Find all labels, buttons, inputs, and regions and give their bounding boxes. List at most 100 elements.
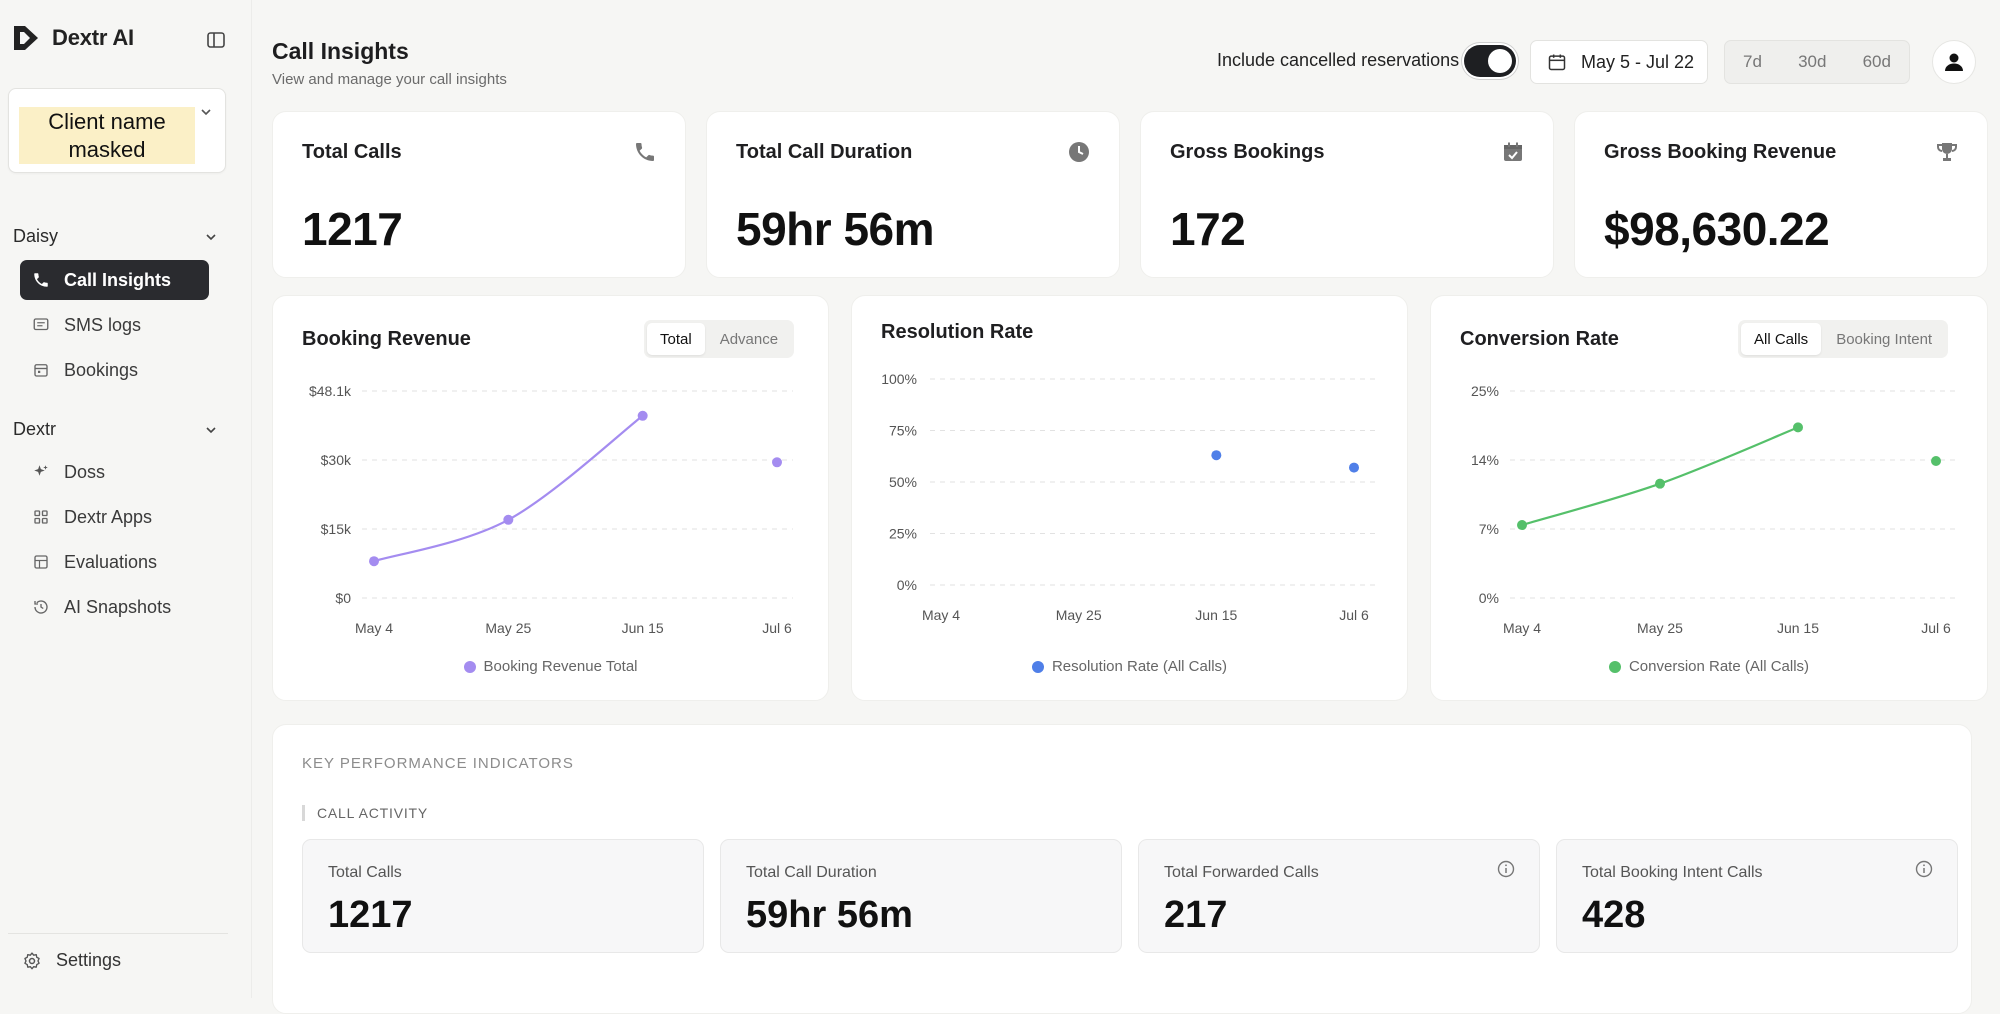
date-range-picker[interactable]: May 5 - Jul 22 (1530, 40, 1708, 84)
x-tick-label: May 25 (1637, 620, 1683, 636)
x-tick-label: Jul 6 (1339, 607, 1369, 623)
sidebar-item-dextr-apps[interactable]: Dextr Apps (20, 497, 209, 537)
sidebar-item-sms-logs[interactable]: SMS logs (20, 305, 209, 345)
info-icon[interactable] (1497, 860, 1515, 878)
y-tick-label: $0 (335, 590, 351, 606)
x-tick-label: May 25 (485, 620, 531, 636)
kpi-value: 59hr 56m (746, 894, 913, 936)
toggle-option-total[interactable]: Total (647, 323, 705, 355)
x-tick-label: May 25 (1056, 607, 1102, 623)
stat-title: Total Calls (302, 141, 402, 163)
data-point (1931, 455, 1941, 466)
kpi-card-total-calls: Total Calls 1217 (302, 839, 704, 953)
data-point (1349, 462, 1359, 473)
chart-title: Resolution Rate (881, 321, 1034, 343)
sidebar-item-doss[interactable]: Doss (20, 452, 209, 492)
range-7d[interactable]: 7d (1743, 52, 1762, 71)
toggle-option-booking-intent[interactable]: Booking Intent (1836, 330, 1933, 348)
toggle-option-advance[interactable]: Advance (719, 330, 779, 348)
sidebar: Dextr AI Client name masked Daisy Call I… (0, 0, 252, 998)
stat-card-total-call-duration: Total Call Duration 59hr 56m (706, 111, 1120, 278)
toggle-knob (1488, 49, 1512, 73)
sidebar-item-label: SMS logs (64, 314, 142, 335)
data-point (1793, 422, 1803, 433)
section-title: Daisy (13, 226, 59, 246)
y-tick-label: $48.1k (309, 383, 352, 399)
x-tick-label: Jul 6 (1921, 620, 1951, 636)
legend-swatch (1031, 660, 1044, 673)
stat-value: 172 (1170, 203, 1246, 255)
page-subtitle: View and manage your call insights (272, 71, 507, 88)
sidebar-item-label: Bookings (64, 359, 139, 380)
y-tick-label: $30k (321, 452, 352, 468)
x-tick-label: Jun 15 (1777, 620, 1819, 636)
client-name: Client name masked (19, 107, 195, 164)
sidebar-item-bookings[interactable]: Bookings (20, 350, 209, 390)
x-tick-label: Jul 6 (762, 620, 792, 636)
y-tick-label: 25% (1471, 383, 1499, 399)
stat-title: Gross Booking Revenue (1604, 141, 1837, 163)
chart-legend: Conversion Rate (All Calls) (1431, 658, 1987, 675)
user-avatar[interactable] (1932, 40, 1976, 84)
settings-label: Settings (56, 950, 122, 970)
client-selector[interactable]: Client name masked (8, 88, 226, 173)
data-point (1655, 478, 1665, 489)
settings-link[interactable]: Settings (22, 950, 121, 971)
sidebar-item-evaluations[interactable]: Evaluations (20, 542, 209, 582)
range-60d[interactable]: 60d (1862, 52, 1891, 71)
chart-title: Booking Revenue (302, 328, 471, 350)
data-point (1517, 520, 1527, 531)
x-tick-label: May 4 (922, 607, 960, 623)
legend-label: Resolution Rate (All Calls) (1051, 658, 1228, 675)
section-title: Dextr (13, 419, 57, 439)
stat-value: 59hr 56m (736, 203, 935, 255)
chart-title: Conversion Rate (1460, 328, 1619, 350)
divider (8, 933, 228, 934)
brand[interactable]: Dextr AI (12, 24, 134, 52)
legend-label: Conversion Rate (All Calls) (1628, 658, 1810, 675)
range-30d[interactable]: 30d (1798, 52, 1827, 71)
gear-icon (24, 951, 40, 969)
kpi-section-title: CALL ACTIVITY (302, 805, 428, 821)
kpi-card-total-call-duration: Total Call Duration 59hr 56m (720, 839, 1122, 953)
chart-card-booking-revenue: $0 $15k $30k $48.1k May 4 May 25 Jun 15 Jul 6 B… (272, 295, 829, 701)
chart-card-resolution-rate: 0% 25% 50% 75% 100% May 4 May 25 Jun 15 Jul 6 Re… (851, 295, 1408, 701)
sidebar-item-ai-snapshots[interactable]: AI Snapshots (20, 587, 209, 627)
toggle-option-all-calls[interactable]: All Calls (1741, 323, 1822, 355)
sidebar-toggle-icon[interactable] (206, 30, 226, 50)
x-tick-label: Jun 15 (1195, 607, 1237, 623)
stat-title: Gross Bookings (1170, 141, 1325, 163)
sidebar-item-label: Evaluations (64, 551, 158, 572)
info-icon[interactable] (1915, 860, 1933, 878)
sidebar-section-daisy[interactable]: Daisy (13, 226, 218, 247)
data-point (772, 457, 782, 468)
data-point (637, 410, 648, 421)
cancelled-toggle-label: Include cancelled reservations (1217, 50, 1460, 70)
series-line (1521, 426, 1799, 527)
y-tick-label: 14% (1471, 452, 1499, 468)
sidebar-item-call-insights[interactable]: Call Insights (20, 260, 209, 300)
legend-label: Booking Revenue Total (483, 658, 638, 675)
y-tick-label: 75% (889, 423, 917, 439)
kpi-value: 1217 (328, 894, 413, 936)
message-icon (33, 318, 49, 331)
page-title: Call Insights (272, 38, 409, 64)
sidebar-item-label: Doss (64, 461, 106, 482)
chart-legend: Resolution Rate (All Calls) (852, 658, 1407, 675)
table-icon (34, 555, 48, 569)
kpi-card-total-booking-intent-calls: Total Booking Intent Calls 428 (1556, 839, 1958, 953)
x-tick-label: May 4 (1503, 620, 1541, 636)
chevron-down-icon (206, 426, 216, 433)
trophy-icon (1937, 143, 1957, 161)
cancelled-reservations-toggle[interactable] (1464, 45, 1516, 77)
x-tick-label: Jun 15 (622, 620, 664, 636)
series-line (373, 414, 644, 563)
data-point (1211, 450, 1222, 461)
chart-legend: Booking Revenue Total (273, 658, 828, 675)
stat-card-gross-bookings: Gross Bookings 172 (1140, 111, 1554, 278)
chevron-down-icon (201, 109, 211, 116)
sidebar-item-label: Call Insights (64, 269, 172, 290)
y-tick-label: $15k (321, 521, 352, 537)
sidebar-section-dextr[interactable]: Dextr (13, 419, 218, 440)
resolution-rate-chart: 0% 25% 50% 75% 100% May 4 May 25 Jun 15 Jul 6 (881, 371, 1375, 623)
